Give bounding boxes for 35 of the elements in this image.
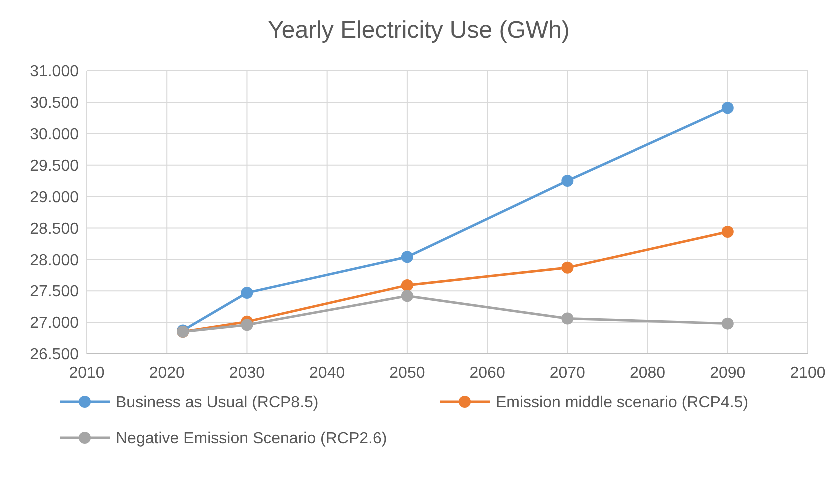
legend-label: Negative Emission Scenario (RCP2.6) — [116, 430, 388, 448]
point — [241, 319, 254, 332]
x-tick-label: 2010 — [69, 365, 105, 382]
y-tick-label: 31.000 — [30, 64, 80, 81]
point — [722, 226, 734, 238]
x-tick-label: 2060 — [470, 365, 506, 382]
point — [241, 287, 254, 299]
legend-label: Business as Usual (RCP8.5) — [116, 394, 319, 412]
y-tick-label: 28.500 — [30, 220, 80, 238]
y-tick-label: 29.500 — [30, 158, 80, 175]
legend-label: Emission middle scenario (RCP4.5) — [496, 394, 749, 412]
y-tick-label: 30.500 — [30, 95, 80, 112]
y-tick-label: 29.000 — [30, 189, 80, 206]
x-tick-label: 2020 — [149, 365, 186, 382]
x-tick-label: 2090 — [710, 365, 746, 382]
point — [401, 251, 414, 264]
y-tick-label: 28.000 — [30, 252, 80, 270]
point — [401, 290, 414, 302]
point — [722, 102, 734, 114]
y-tick-label: 27.500 — [30, 284, 80, 301]
chart-title: Yearly Electricity Use (GWh) — [268, 17, 570, 44]
x-tick-label: 2040 — [310, 365, 346, 382]
x-tick-label: 2070 — [550, 365, 586, 382]
y-tick-label: 27.000 — [30, 315, 80, 332]
x-tick-label: 2080 — [630, 365, 666, 382]
point — [562, 175, 574, 188]
y-tick-label: 30.000 — [30, 126, 80, 144]
x-tick-label: 2030 — [229, 365, 266, 382]
point — [722, 318, 734, 330]
x-tick-label: 2050 — [390, 365, 426, 382]
point — [401, 279, 414, 292]
point — [562, 262, 574, 274]
point — [562, 312, 574, 325]
x-tick-label: 2100 — [790, 365, 826, 382]
y-tick-label: 26.500 — [30, 346, 80, 364]
